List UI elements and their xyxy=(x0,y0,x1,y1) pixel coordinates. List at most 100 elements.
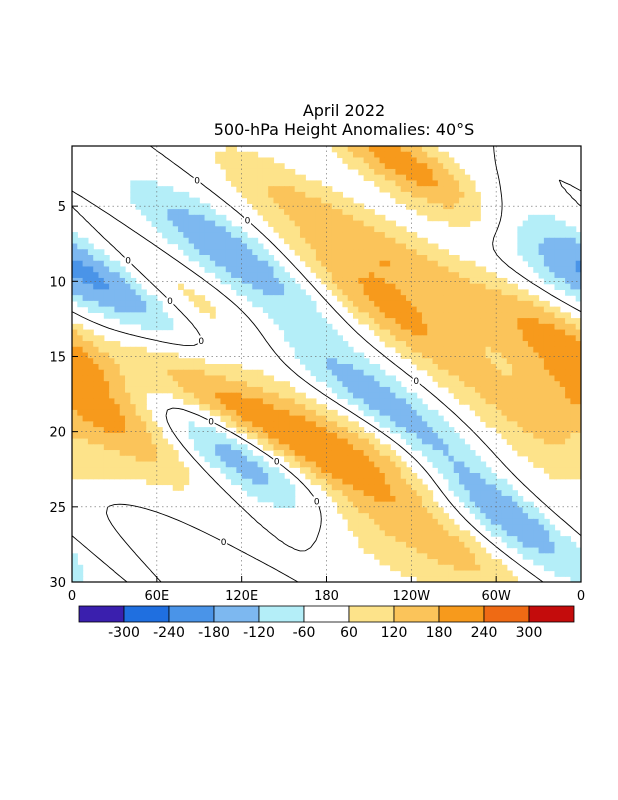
heatmap-cell xyxy=(231,404,237,411)
heatmap-cell xyxy=(103,369,110,377)
heatmap-cell xyxy=(432,369,439,377)
heatmap-cell xyxy=(337,341,343,348)
heatmap-cell xyxy=(252,461,259,468)
heatmap-cell xyxy=(156,478,163,486)
heatmap-cell xyxy=(432,289,439,296)
heatmap-cell xyxy=(432,249,439,256)
heatmap-cell xyxy=(103,266,110,273)
heatmap-cell xyxy=(384,530,391,537)
heatmap-cell xyxy=(421,518,428,526)
heatmap-cell xyxy=(130,369,137,377)
heatmap-cell xyxy=(512,295,518,302)
heatmap-cell xyxy=(464,352,471,359)
heatmap-cell xyxy=(437,249,444,256)
heatmap-cell xyxy=(305,352,312,359)
heatmap-cell xyxy=(151,220,158,227)
heatmap-cell xyxy=(347,495,354,503)
heatmap-cell xyxy=(416,495,423,503)
heatmap-cell xyxy=(342,232,349,239)
heatmap-cell xyxy=(188,289,195,296)
heatmap-cell xyxy=(321,226,328,233)
heatmap-cell xyxy=(220,450,227,457)
heatmap-cell xyxy=(490,495,497,503)
heatmap-cell xyxy=(395,518,402,526)
heatmap-cell xyxy=(278,277,285,285)
heatmap-cell xyxy=(443,576,450,582)
heatmap-cell xyxy=(554,404,561,411)
heatmap-cell xyxy=(278,168,285,176)
heatmap-cell xyxy=(469,536,476,543)
heatmap-cell xyxy=(459,329,465,336)
heatmap-cell xyxy=(575,547,581,554)
heatmap-cell xyxy=(262,415,269,422)
heatmap-cell xyxy=(231,392,237,400)
heatmap-cell xyxy=(549,392,556,400)
heatmap-cell xyxy=(130,352,137,359)
heatmap-cell xyxy=(549,524,556,531)
heatmap-cell xyxy=(72,467,78,474)
heatmap-cell xyxy=(496,478,503,486)
heatmap-cell xyxy=(490,346,497,354)
heatmap-cell xyxy=(384,157,391,164)
heatmap-cell xyxy=(570,335,577,342)
heatmap-cell xyxy=(485,369,492,377)
heatmap-cell xyxy=(241,427,248,434)
heatmap-cell xyxy=(469,180,476,187)
heatmap-cell xyxy=(469,191,476,199)
heatmap-cell xyxy=(485,283,492,291)
heatmap-cell xyxy=(443,168,450,176)
heatmap-cell xyxy=(517,409,524,417)
heatmap-cell xyxy=(289,243,296,250)
heatmap-cell xyxy=(178,203,184,210)
heatmap-cell xyxy=(93,295,100,302)
heatmap-cell xyxy=(252,398,259,405)
heatmap-cell xyxy=(326,432,333,440)
heatmap-cell xyxy=(416,364,423,371)
heatmap-cell xyxy=(374,484,381,491)
heatmap-cell xyxy=(273,404,280,411)
heatmap-cell xyxy=(395,478,402,486)
heatmap-cell xyxy=(559,358,566,365)
heatmap-cell xyxy=(289,444,296,451)
heatmap-cell xyxy=(146,381,153,388)
heatmap-cell xyxy=(395,484,402,491)
heatmap-cell xyxy=(246,191,253,199)
heatmap-cell xyxy=(183,358,190,365)
heatmap-cell xyxy=(395,559,402,566)
heatmap-cell xyxy=(215,392,222,400)
heatmap-cell xyxy=(559,329,566,336)
heatmap-cell xyxy=(379,283,386,291)
heatmap-cell xyxy=(474,191,481,199)
heatmap-cell xyxy=(459,369,465,377)
heatmap-cell xyxy=(443,249,450,256)
heatmap-cell xyxy=(443,346,450,354)
heatmap-cell xyxy=(379,495,386,503)
heatmap-cell xyxy=(342,266,349,273)
heatmap-cell xyxy=(437,530,444,537)
heatmap-cell xyxy=(262,203,269,210)
heatmap-cell xyxy=(427,295,434,302)
heatmap-cell xyxy=(77,455,84,463)
heatmap-cell xyxy=(379,404,386,411)
heatmap-cell xyxy=(395,386,402,394)
heatmap-cell xyxy=(358,369,365,377)
heatmap-cell xyxy=(125,398,131,405)
heatmap-cell xyxy=(543,559,550,566)
heatmap-cell xyxy=(294,432,301,440)
heatmap-cell xyxy=(384,495,391,503)
heatmap-cell xyxy=(421,300,428,308)
heatmap-cell xyxy=(490,507,497,514)
heatmap-cell xyxy=(374,495,381,503)
heatmap-cell xyxy=(501,427,508,434)
heatmap-cell xyxy=(527,323,534,331)
heatmap-cell xyxy=(109,386,116,394)
heatmap-cell xyxy=(543,415,550,422)
heatmap-cell xyxy=(379,541,386,549)
heatmap-cell xyxy=(517,421,524,428)
heatmap-cell xyxy=(411,146,418,153)
heatmap-cell xyxy=(188,364,195,371)
heatmap-cell xyxy=(347,157,354,164)
heatmap-cell xyxy=(178,392,184,400)
heatmap-cell xyxy=(209,266,216,273)
heatmap-cell xyxy=(209,249,216,256)
